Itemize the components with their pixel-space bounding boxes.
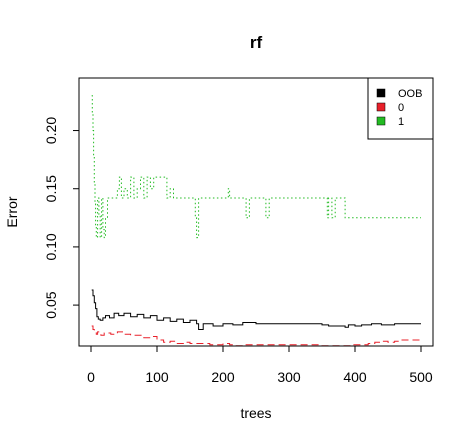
x-axis-label: trees bbox=[240, 405, 271, 421]
y-axis-label: Error bbox=[4, 196, 20, 227]
chart-title: rf bbox=[250, 33, 263, 52]
y-tick-label: 0.10 bbox=[43, 233, 59, 260]
x-tick-label: 100 bbox=[145, 369, 169, 385]
x-tick-label: 400 bbox=[343, 369, 367, 385]
series-line-oob bbox=[91, 289, 421, 330]
series-line-0 bbox=[91, 325, 421, 347]
x-tick-label: 200 bbox=[211, 369, 235, 385]
x-tick-label: 500 bbox=[409, 369, 433, 385]
legend-label-oob: OOB bbox=[398, 88, 422, 100]
y-tick-label: 0.15 bbox=[43, 175, 59, 202]
series-lines bbox=[91, 95, 421, 347]
legend-label-0: 0 bbox=[398, 102, 404, 114]
legend-items: OOB 0 1 bbox=[376, 88, 422, 128]
legend-swatch-1 bbox=[376, 116, 386, 126]
series-line-1 bbox=[91, 95, 421, 239]
x-tick-label: 300 bbox=[277, 369, 301, 385]
legend-label-1: 1 bbox=[398, 116, 404, 128]
legend: OOB 0 1 bbox=[367, 77, 434, 140]
x-tick-label: 0 bbox=[87, 369, 95, 385]
x-axis: 0 100 200 300 400 500 bbox=[87, 345, 433, 385]
y-tick-label: 0.05 bbox=[43, 291, 59, 318]
y-tick-label: 0.20 bbox=[43, 117, 59, 144]
legend-swatch-0 bbox=[376, 102, 386, 112]
legend-swatch-oob bbox=[376, 88, 386, 98]
y-axis: 0.05 0.10 0.15 0.20 bbox=[43, 117, 80, 319]
